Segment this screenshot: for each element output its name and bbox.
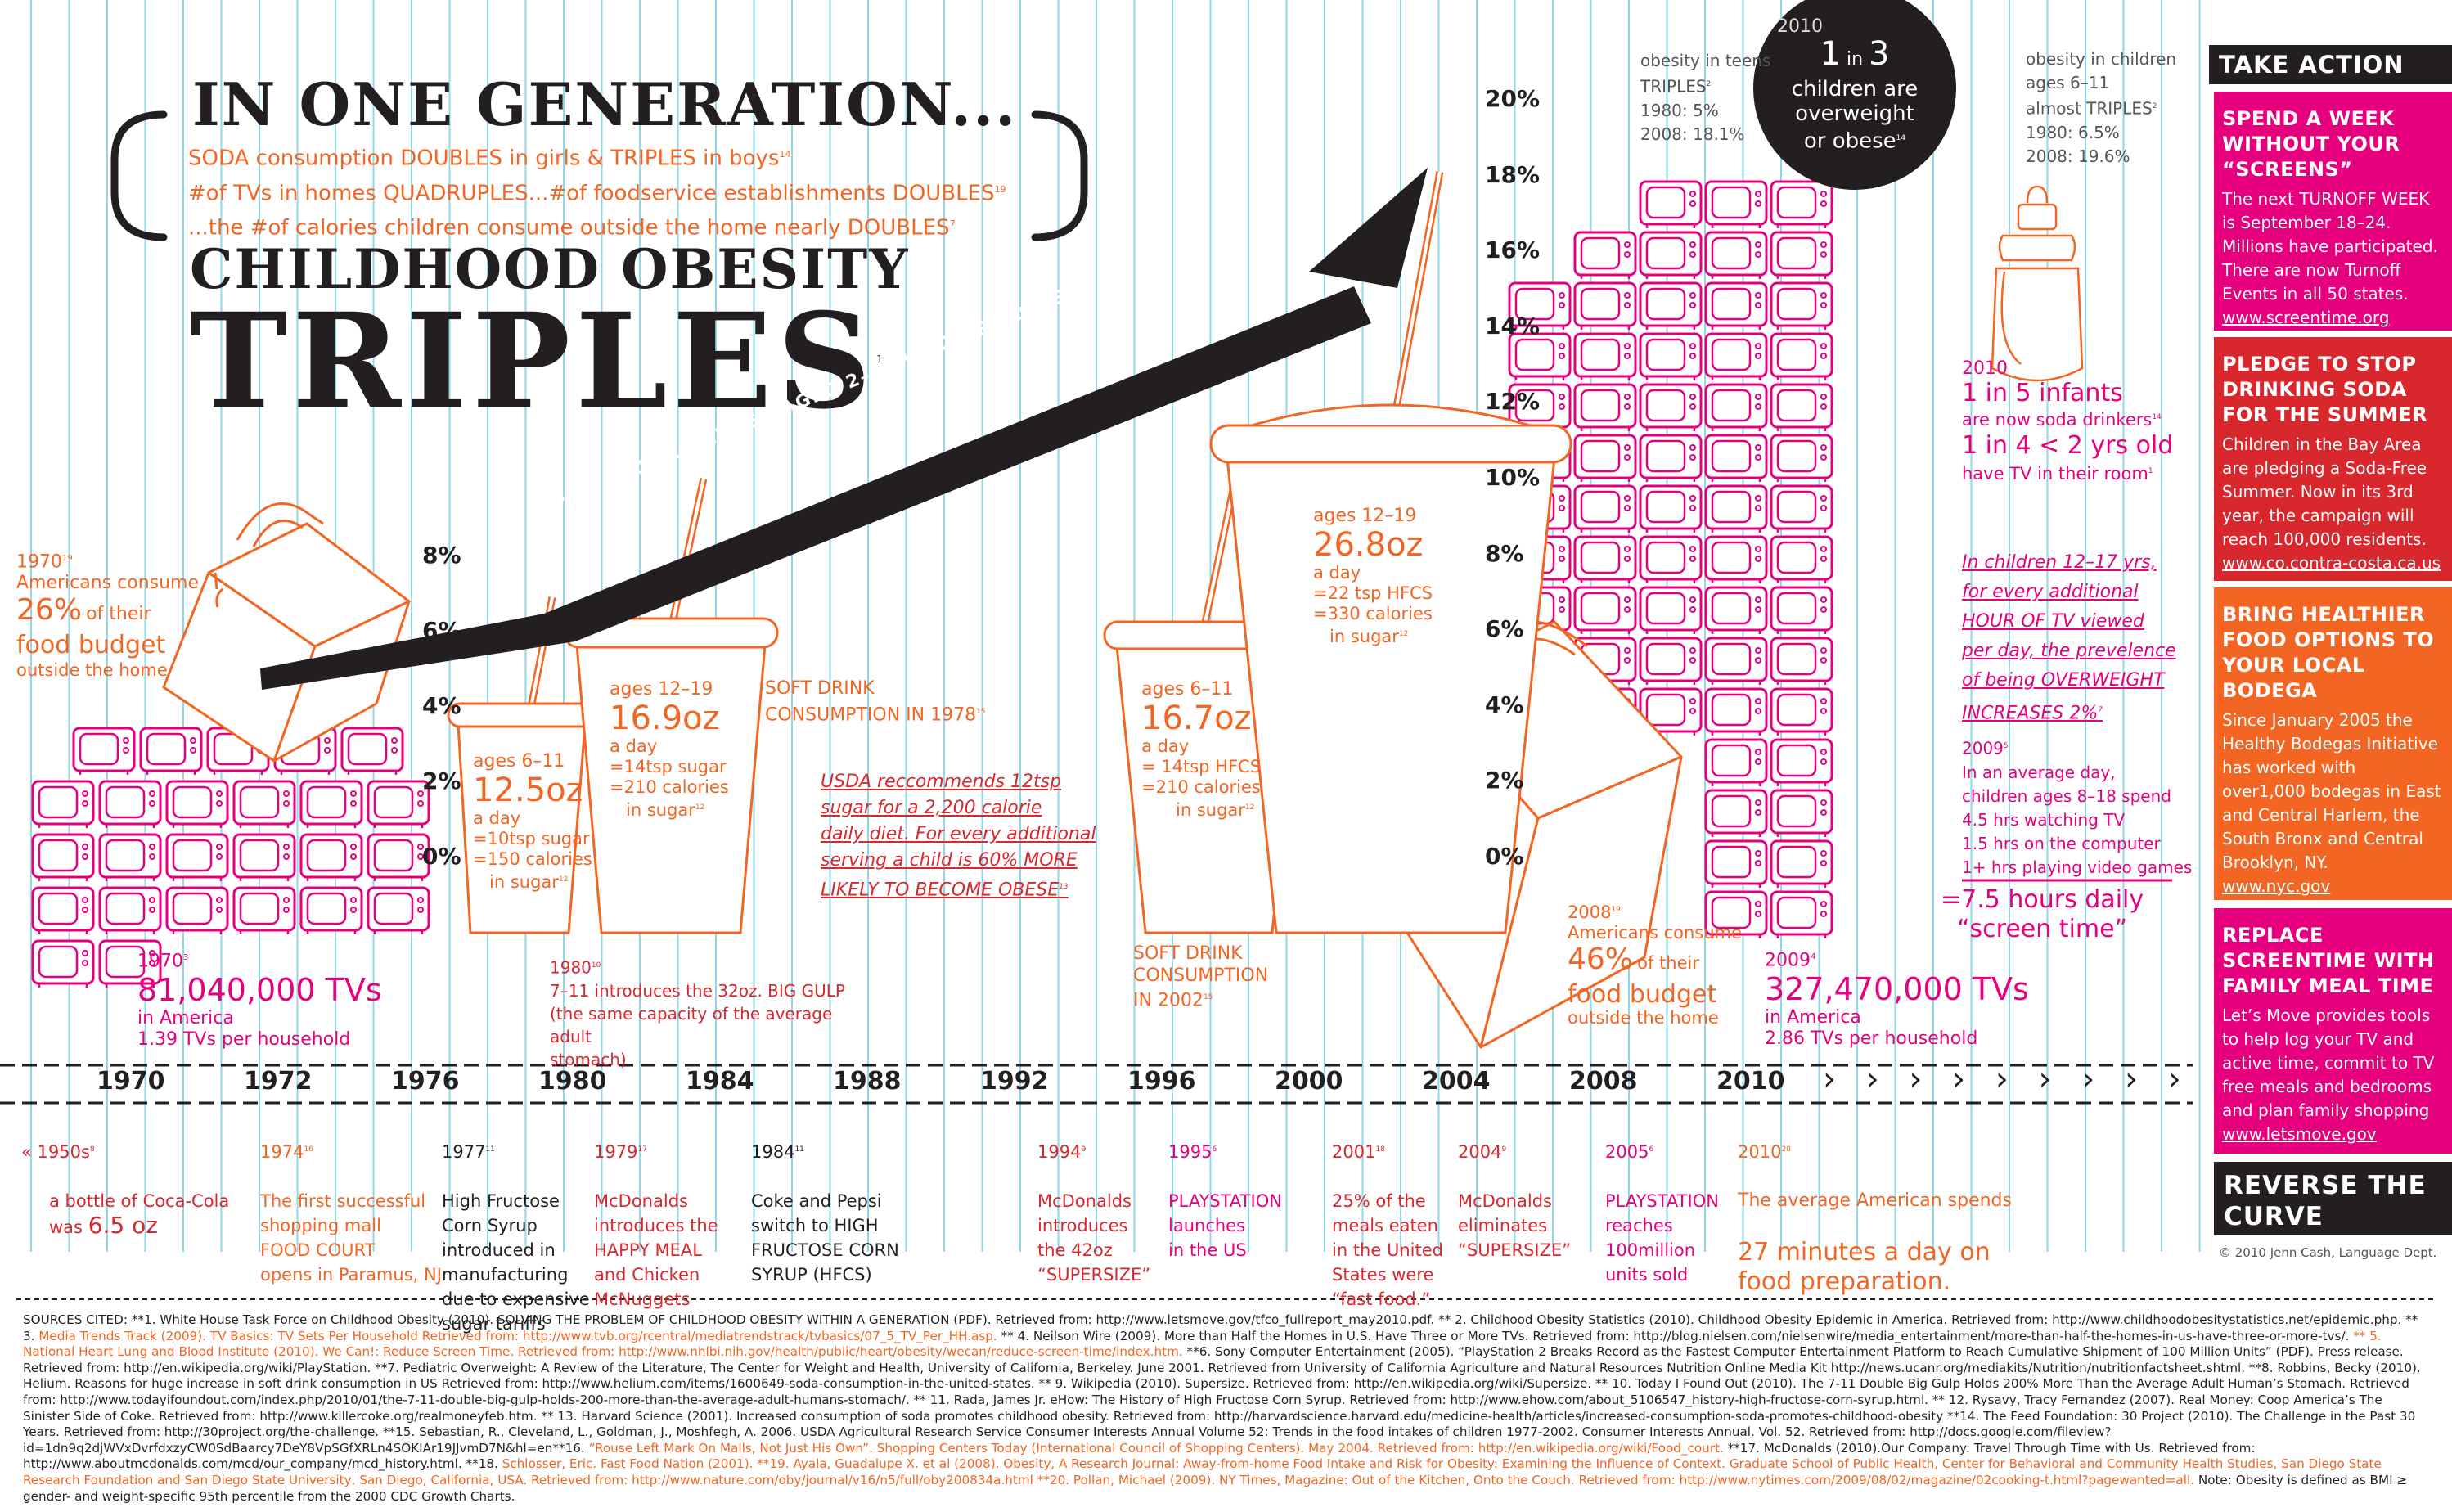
y-tick-right: 12%: [1485, 388, 1541, 416]
cup-1-illustration: [447, 596, 601, 934]
action-card-heading: BRING HEALTHIER FOOD OPTIONS TO YOUR LOC…: [2222, 603, 2435, 702]
action-card-heading: PLEDGE TO STOP DRINKING SODA FOR THE SUM…: [2222, 353, 2428, 426]
timeline-event-2010: 201020 The average American spends 27 mi…: [1738, 1142, 2012, 1296]
headline-bullets: SODA consumption DOUBLES in girls & TRIP…: [188, 139, 1055, 244]
tvs-2009-stat: 20094 327,470,000 TVs in America 2.86 TV…: [1765, 950, 2029, 1050]
reverse-the-curve: REVERSE THE CURVE: [2214, 1162, 2452, 1235]
letsmove-link[interactable]: www.letsmove.gov: [2222, 1124, 2377, 1144]
action-card-bodega: BRING HEALTHIER FOOD OPTIONS TO YOUR LOC…: [2214, 587, 2452, 900]
nyc-gov-link[interactable]: www.nyc.gov: [2222, 876, 2331, 896]
bracket-right: [1031, 110, 1088, 241]
timeline-year: 1996: [1127, 1067, 1196, 1096]
action-card-soda: PLEDGE TO STOP DRINKING SODA FOR THE SUM…: [2214, 337, 2452, 581]
y-tick-left: 4%: [422, 692, 461, 719]
action-card-body: Since January 2005 the Healthy Bodegas I…: [2222, 710, 2441, 872]
soft-2002-label: SOFT DRINK CONSUMPTION IN 200215: [1133, 943, 1269, 1011]
headline-bullet-1: SODA consumption DOUBLES in girls & TRIP…: [188, 146, 791, 171]
headline-line1: IN ONE GENERATION...: [192, 70, 1018, 139]
sidebar-title: TAKE ACTION: [2209, 45, 2452, 84]
timeline-event-2005: 20056 PLAYSTATION reaches 100million uni…: [1605, 1142, 1719, 1285]
headline-bullet-3: ...the #of calories children consume out…: [188, 215, 956, 241]
usda-note: USDA reccommends 12tsp sugar for a 2,200…: [821, 772, 1096, 901]
timeline-year: 1984: [686, 1067, 754, 1096]
y-tick-right: 10%: [1485, 464, 1541, 491]
budget-2008: 200819 Americans consume 46% of their fo…: [1568, 902, 1742, 1028]
cup-2-illustration: [563, 478, 779, 934]
headline-line2: CHILDHOOD OBESITY: [190, 237, 910, 301]
y-tick-left: 0%: [422, 843, 461, 870]
budget-1970: 197019 Americans consume 26% of their fo…: [16, 551, 200, 681]
timeline-event-2004: 20049 McDonalds eliminates “SUPERSIZE”: [1458, 1142, 1572, 1260]
screen-time-total: =7.5 hours daily “screen time”: [1941, 885, 2144, 943]
baby-bottle-illustration: [1991, 185, 2084, 382]
stat-circle: [1753, 0, 1956, 190]
timeline-year: 1980: [538, 1067, 607, 1096]
timeline-year: 1976: [391, 1067, 460, 1096]
sources-cited: SOURCES CITED: **1. White House Task For…: [23, 1312, 2421, 1504]
action-card-heading: SPEND A WEEK WITHOUT YOUR “SCREENS”: [2222, 107, 2400, 181]
timeline-event-1984: 198411 Coke and Pepsi switch to HIGH FRU…: [751, 1142, 899, 1285]
action-card-body: Let’s Move provides tools to help log yo…: [2222, 1006, 2435, 1120]
headline-line3: TRIPLES1: [190, 284, 888, 439]
y-tick-right: 18%: [1485, 160, 1541, 188]
timeline-year: 2008: [1569, 1067, 1638, 1096]
cup-4-illustration: [1209, 171, 1572, 934]
obesity-children: obesity in children ages 6–11 almost TRI…: [2026, 49, 2177, 166]
timeline-event-1977: 197711 High Fructose Corn Syrup introduc…: [442, 1142, 590, 1334]
cup-3-label: ages 6–11 16.7oz a day = 14tsp HFCS =210…: [1141, 679, 1262, 820]
obesity-trend-arrow: [260, 168, 1428, 690]
cup-2-label: ages 12–19 16.9oz a day =14tsp sugar =21…: [610, 679, 729, 820]
action-card-body: Children in the Bay Area are pledging a …: [2222, 434, 2427, 549]
timeline-chevrons: › › › › › › › › › ›: [1823, 1060, 2234, 1098]
y-tick-right: 2%: [1485, 767, 1524, 794]
y-tick-right: 14%: [1485, 312, 1541, 340]
gulp-1980: 198010 7–11 introduces the 32oz. BIG GUL…: [550, 957, 845, 1069]
y-tick-right: 0%: [1485, 843, 1524, 870]
y-tick-right: 8%: [1485, 539, 1524, 567]
y-tick-right: 20%: [1485, 85, 1541, 112]
timeline-year: 2000: [1275, 1067, 1343, 1096]
timeline-event-1995: 19956 PLAYSTATION launches in the US: [1168, 1142, 1282, 1260]
credit: © 2010 Jenn Cash, Language Dept.: [2219, 1245, 2437, 1260]
contra-costa-link[interactable]: www.co.contra-costa.ca.us: [2222, 553, 2441, 573]
takeout-box-1970-illustration: [162, 502, 411, 763]
timeline-event-2001: 200118 25% of the meals eaten in the Uni…: [1332, 1142, 1443, 1309]
y-tick-right: 6%: [1485, 615, 1524, 643]
y-tick-left: 6%: [422, 617, 461, 644]
y-tick-right: 16%: [1485, 236, 1541, 264]
action-card-screens: SPEND A WEEK WITHOUT YOUR “SCREENS” The …: [2214, 92, 2452, 331]
timeline-year: 1970: [97, 1067, 165, 1096]
bracket-left: [110, 110, 168, 241]
action-card-body: The next TURNOFF WEEK is September 18–24…: [2222, 189, 2438, 304]
tv-overweight-note: In children 12–17 yrs, for every additio…: [1962, 552, 2176, 724]
tvs-1970-stat: 19703 81,040,000 TVs in America 1.39 TVs…: [137, 951, 382, 1051]
stat-circle-text: 2010 1 in 3 children are overweight or o…: [1777, 16, 1919, 154]
screen-time-2009: 20095 In an average day, children ages 8…: [1962, 738, 2193, 877]
timeline-event-1994: 19949 McDonalds introduces the 42oz “SUP…: [1037, 1142, 1151, 1285]
headline-bullet-2: #of TVs in homes QUADRUPLES...#of foodse…: [188, 181, 1006, 206]
timeline-year: 1972: [244, 1067, 313, 1096]
soft-1978-label: SOFT DRINK CONSUMPTION IN 197815: [765, 678, 986, 726]
timeline-event-1950s: « 1950s8 a bottle of Coca-Cola was 6.5 o…: [21, 1142, 230, 1239]
action-card-heading: REPLACE SCREENTIME WITH FAMILY MEAL TIME: [2222, 924, 2435, 997]
infants-stat: 2010 1 in 5 infants are now soda drinker…: [1962, 358, 2174, 484]
cup-1-label: ages 6–11 12.5oz a day =10tsp sugar =150…: [473, 751, 592, 892]
screentime-link[interactable]: www.screentime.org: [2222, 308, 2390, 327]
cup-4-label: ages 12–19 26.8oz a day =22 tsp HFCS =33…: [1313, 506, 1433, 646]
timeline-year: 1992: [980, 1067, 1049, 1096]
timeline-event-1979: 197917 McDonalds introduces the HAPPY ME…: [594, 1142, 718, 1309]
action-card-meal: REPLACE SCREENTIME WITH FAMILY MEAL TIME…: [2214, 908, 2452, 1154]
timeline-event-1974: 197416 The first successful shopping mal…: [260, 1142, 442, 1285]
timeline-year: 1988: [833, 1067, 902, 1096]
timeline-year: 2010: [1716, 1067, 1785, 1096]
obesity-teens: obesity in teens TRIPLES2 1980: 5% 2008:…: [1640, 51, 1771, 144]
timeline-year: 2004: [1422, 1067, 1491, 1096]
y-tick-left: 8%: [422, 542, 461, 569]
y-tick-right: 4%: [1485, 691, 1524, 718]
y-tick-left: 2%: [422, 767, 461, 794]
